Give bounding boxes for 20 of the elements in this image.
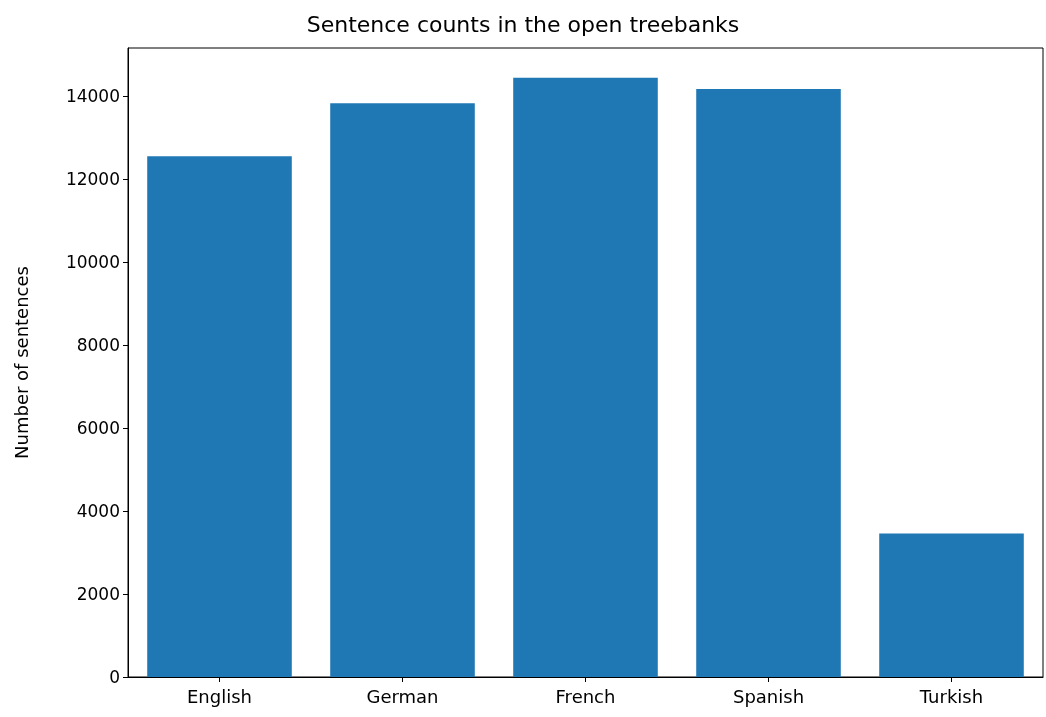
x-tick-label: French (555, 685, 616, 707)
bar (330, 103, 475, 677)
chart-title: Sentence counts in the open treebanks (306, 11, 740, 37)
x-tick-label: German (366, 685, 439, 707)
y-tick-label: 8000 (76, 335, 120, 356)
y-tick-label: 0 (109, 667, 120, 687)
bar (513, 77, 658, 677)
x-tick-label: Turkish (918, 685, 984, 707)
x-tick-label: Spanish (732, 685, 805, 707)
bar (879, 533, 1024, 677)
y-tick-label: 6000 (76, 418, 120, 439)
y-tick-label: 12000 (65, 169, 120, 190)
y-tick-label: 14000 (65, 86, 120, 107)
bar (696, 89, 841, 677)
y-axis-title: Number of sentences (10, 266, 32, 459)
y-tick-label: 4000 (76, 501, 120, 522)
y-tick-label: 2000 (76, 584, 120, 605)
x-tick-label: English (187, 685, 252, 707)
bar (147, 156, 292, 677)
y-tick-label: 10000 (65, 252, 120, 273)
